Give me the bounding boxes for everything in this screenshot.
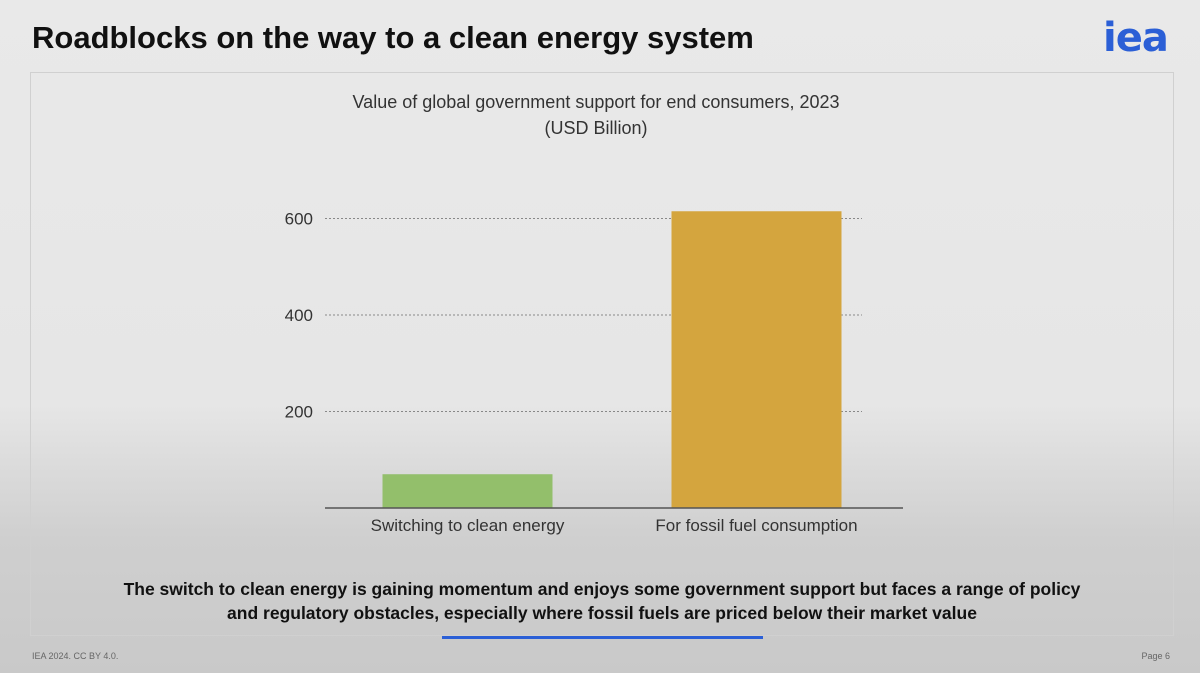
category-labels: Switching to clean energy For fossil fuel…: [371, 516, 858, 535]
grid-lines: [325, 218, 862, 412]
bars: [382, 211, 842, 508]
category-label-1: Switching to clean energy: [371, 516, 565, 535]
chart-subtitle: (USD Billion): [544, 118, 647, 138]
y-tick-label-200: 200: [285, 403, 313, 422]
chart-panel: [30, 72, 1174, 636]
y-tick-labels: 200 400 600: [285, 210, 313, 422]
caption-line-1: The switch to clean energy is gaining mo…: [123, 579, 1081, 599]
iea-logo: iea: [1103, 15, 1169, 61]
bar-2: [671, 211, 842, 508]
caption-line-2: and regulatory obstacles, especially whe…: [227, 603, 977, 623]
slide-caption: The switch to clean energy is gaining mo…: [30, 577, 1174, 625]
chart-title: Value of global government support for e…: [353, 92, 840, 112]
y-tick-label-400: 400: [285, 306, 313, 325]
y-tick-label-600: 600: [285, 210, 313, 229]
slide-title: Roadblocks on the way to a clean energy …: [32, 20, 754, 55]
footer-copyright: IEA 2024. CC BY 4.0.: [32, 651, 119, 661]
accent-underline: [442, 636, 763, 639]
category-label-2: For fossil fuel consumption: [655, 516, 857, 535]
footer-page-number: Page 6: [1141, 651, 1170, 661]
bar-1: [382, 474, 553, 508]
